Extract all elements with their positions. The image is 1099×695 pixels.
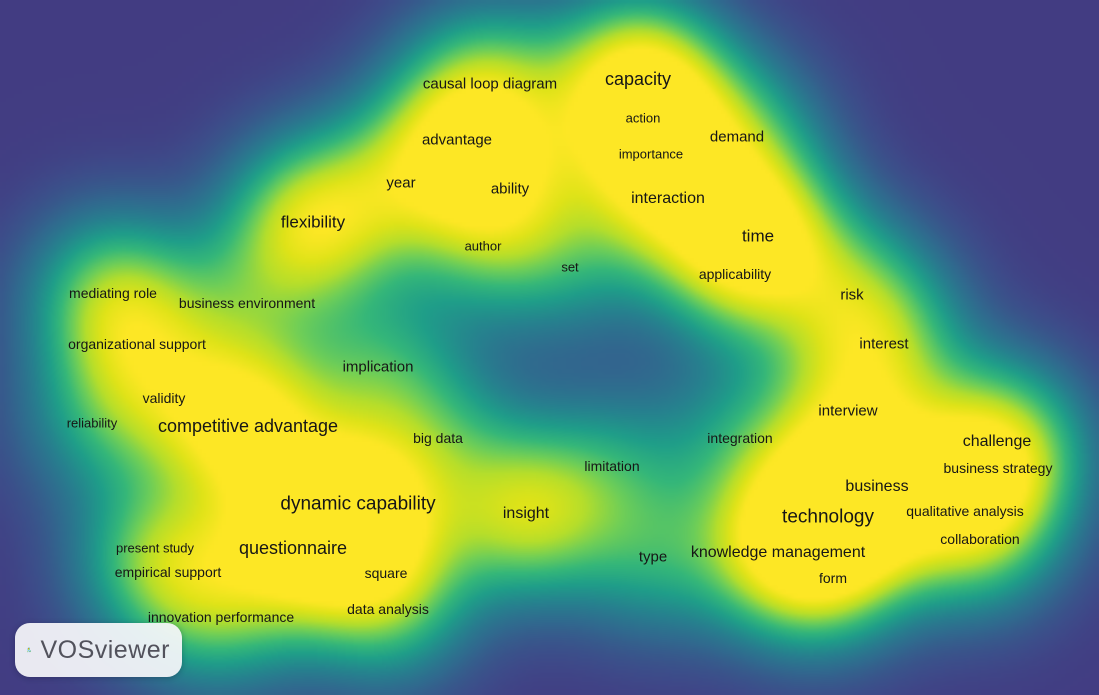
term-label-integration[interactable]: integration <box>707 430 773 446</box>
term-label-dynamic-capability[interactable]: dynamic capability <box>280 493 436 515</box>
term-label-collaboration[interactable]: collaboration <box>940 531 1020 547</box>
term-label-demand[interactable]: demand <box>709 128 765 146</box>
term-label-interview[interactable]: interview <box>818 402 878 420</box>
term-label-year[interactable]: year <box>386 174 416 192</box>
term-label-questionnaire[interactable]: questionnaire <box>238 538 348 558</box>
term-label-interaction[interactable]: interaction <box>631 190 705 207</box>
term-label-data-analysis[interactable]: data analysis <box>347 601 429 617</box>
term-label-big-data[interactable]: big data <box>413 430 463 446</box>
term-label-competitive-advantage[interactable]: competitive advantage <box>157 416 339 436</box>
term-label-challenge[interactable]: challenge <box>962 433 1032 450</box>
term-label-square[interactable]: square <box>364 565 408 581</box>
term-label-interest[interactable]: interest <box>859 335 909 353</box>
term-label-author[interactable]: author <box>464 238 502 254</box>
vosviewer-logo-icon <box>27 647 32 653</box>
term-label-causal-loop-diagram[interactable]: causal loop diagram <box>422 75 558 93</box>
vosviewer-logo: VOSviewer <box>15 623 182 677</box>
term-label-risk[interactable]: risk <box>840 286 864 304</box>
term-label-ability[interactable]: ability <box>490 180 530 198</box>
term-label-business-strategy[interactable]: business strategy <box>943 460 1053 476</box>
term-label-set[interactable]: set <box>561 259 579 275</box>
term-label-qualitative-analysis[interactable]: qualitative analysis <box>906 503 1024 519</box>
term-label-advantage[interactable]: advantage <box>421 131 493 149</box>
term-label-present-study[interactable]: present study <box>115 540 195 556</box>
term-label-mediating-role[interactable]: mediating role <box>69 285 157 301</box>
term-label-empirical-support[interactable]: empirical support <box>114 564 222 580</box>
term-label-knowledge-management[interactable]: knowledge management <box>690 544 866 561</box>
term-label-reliability[interactable]: reliability <box>66 415 118 431</box>
term-label-business-environment[interactable]: business environment <box>178 295 316 311</box>
term-label-importance[interactable]: importance <box>618 146 684 162</box>
term-label-implication[interactable]: implication <box>342 358 414 376</box>
term-label-business[interactable]: business <box>845 478 909 495</box>
term-label-capacity[interactable]: capacity <box>604 69 672 89</box>
term-label-organizational-support[interactable]: organizational support <box>68 336 206 352</box>
term-label-limitation[interactable]: limitation <box>584 458 640 474</box>
term-label-applicability[interactable]: applicability <box>698 266 772 282</box>
term-label-action[interactable]: action <box>625 110 661 126</box>
term-label-validity[interactable]: validity <box>142 390 186 406</box>
term-label-insight[interactable]: insight <box>502 505 550 522</box>
term-label-form[interactable]: form <box>819 570 847 586</box>
term-label-flexibility[interactable]: flexibility <box>280 212 346 232</box>
term-label-innovation-performance[interactable]: innovation performance <box>147 609 295 625</box>
term-label-time[interactable]: time <box>741 226 775 246</box>
term-label-technology[interactable]: technology <box>782 506 874 528</box>
term-label-type[interactable]: type <box>638 548 668 566</box>
vosviewer-logo-text: VOSviewer <box>40 635 170 664</box>
